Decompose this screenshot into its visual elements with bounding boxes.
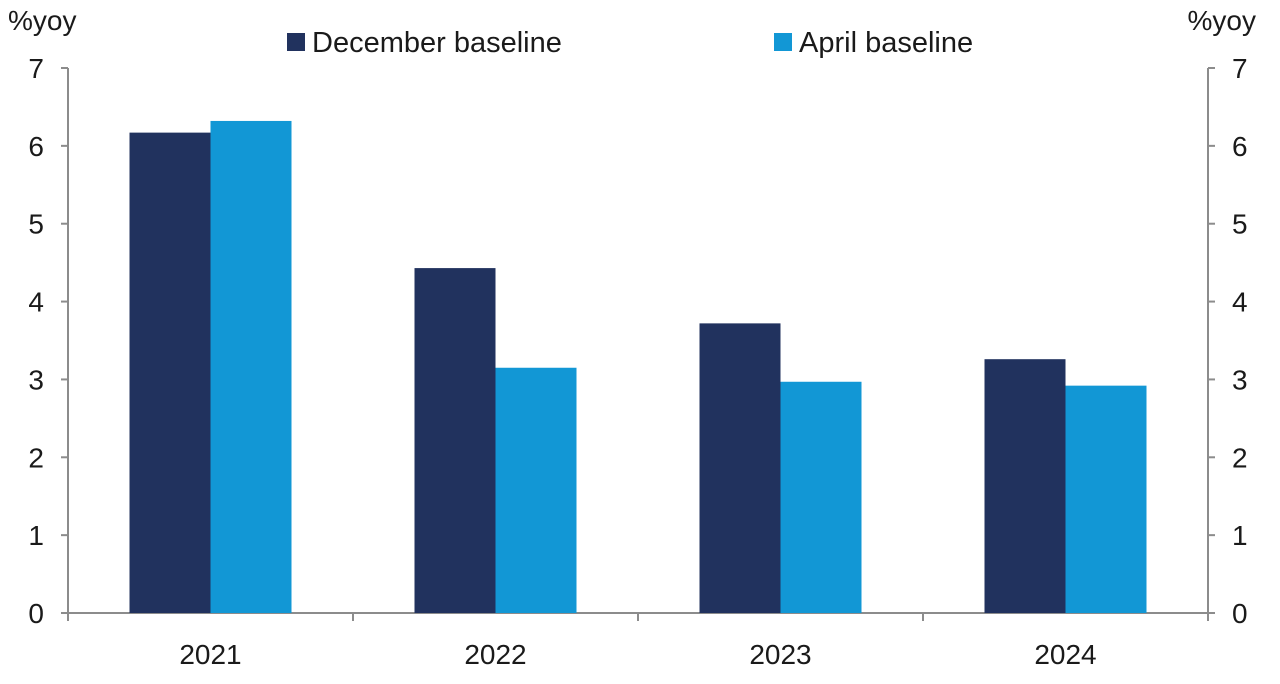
left-y-tick-label: 2 [28,442,44,473]
right-y-tick-label: 1 [1232,520,1248,551]
right-axis-unit-label: %yoy [1188,5,1256,36]
x-tick-label: 2024 [1034,639,1096,670]
bar-december-baseline-2024 [984,359,1066,613]
right-y-tick-label: 0 [1232,598,1248,629]
right-y-tick-label: 6 [1232,131,1248,162]
left-y-tick-label: 5 [28,209,44,240]
right-y-tick-label: 3 [1232,364,1248,395]
right-y-tick-label: 7 [1232,53,1248,84]
right-y-tick-label: 5 [1232,209,1248,240]
bar-april-baseline-2023 [780,381,862,613]
ticks-layer [61,67,1215,621]
right-y-tick-label: 4 [1232,287,1248,318]
bar-april-baseline-2021 [210,120,292,613]
bar-april-baseline-2024 [1065,385,1147,613]
legend-swatch-april-baseline [774,33,792,51]
legend-label-december-baseline: December baseline [312,27,562,59]
x-tick-label: 2021 [179,639,241,670]
left-axis-unit-label: %yoy [8,5,76,36]
bar-december-baseline-2022 [414,268,496,613]
left-y-tick-label: 7 [28,53,44,84]
left-y-tick-label: 1 [28,520,44,551]
bar-december-baseline-2021 [129,132,211,613]
legend-swatch-december-baseline [287,33,305,51]
labels-layer: 0 0 1 1 2 2 3 3 4 4 5 5 6 6 7 7 2021 2022 2023 2024 [28,53,1247,670]
x-tick-label: 2023 [749,639,811,670]
left-y-tick-label: 3 [28,364,44,395]
left-y-tick-label: 6 [28,131,44,162]
bars-layer [129,120,1147,613]
left-y-tick-label: 4 [28,287,44,318]
legend-label-april-baseline: April baseline [799,27,973,59]
left-y-tick-label: 0 [28,598,44,629]
right-y-tick-label: 2 [1232,442,1248,473]
x-tick-label: 2022 [464,639,526,670]
bar-december-baseline-2023 [699,323,781,613]
bar-april-baseline-2022 [495,367,577,613]
legend: December baseline April baseline [287,27,973,59]
